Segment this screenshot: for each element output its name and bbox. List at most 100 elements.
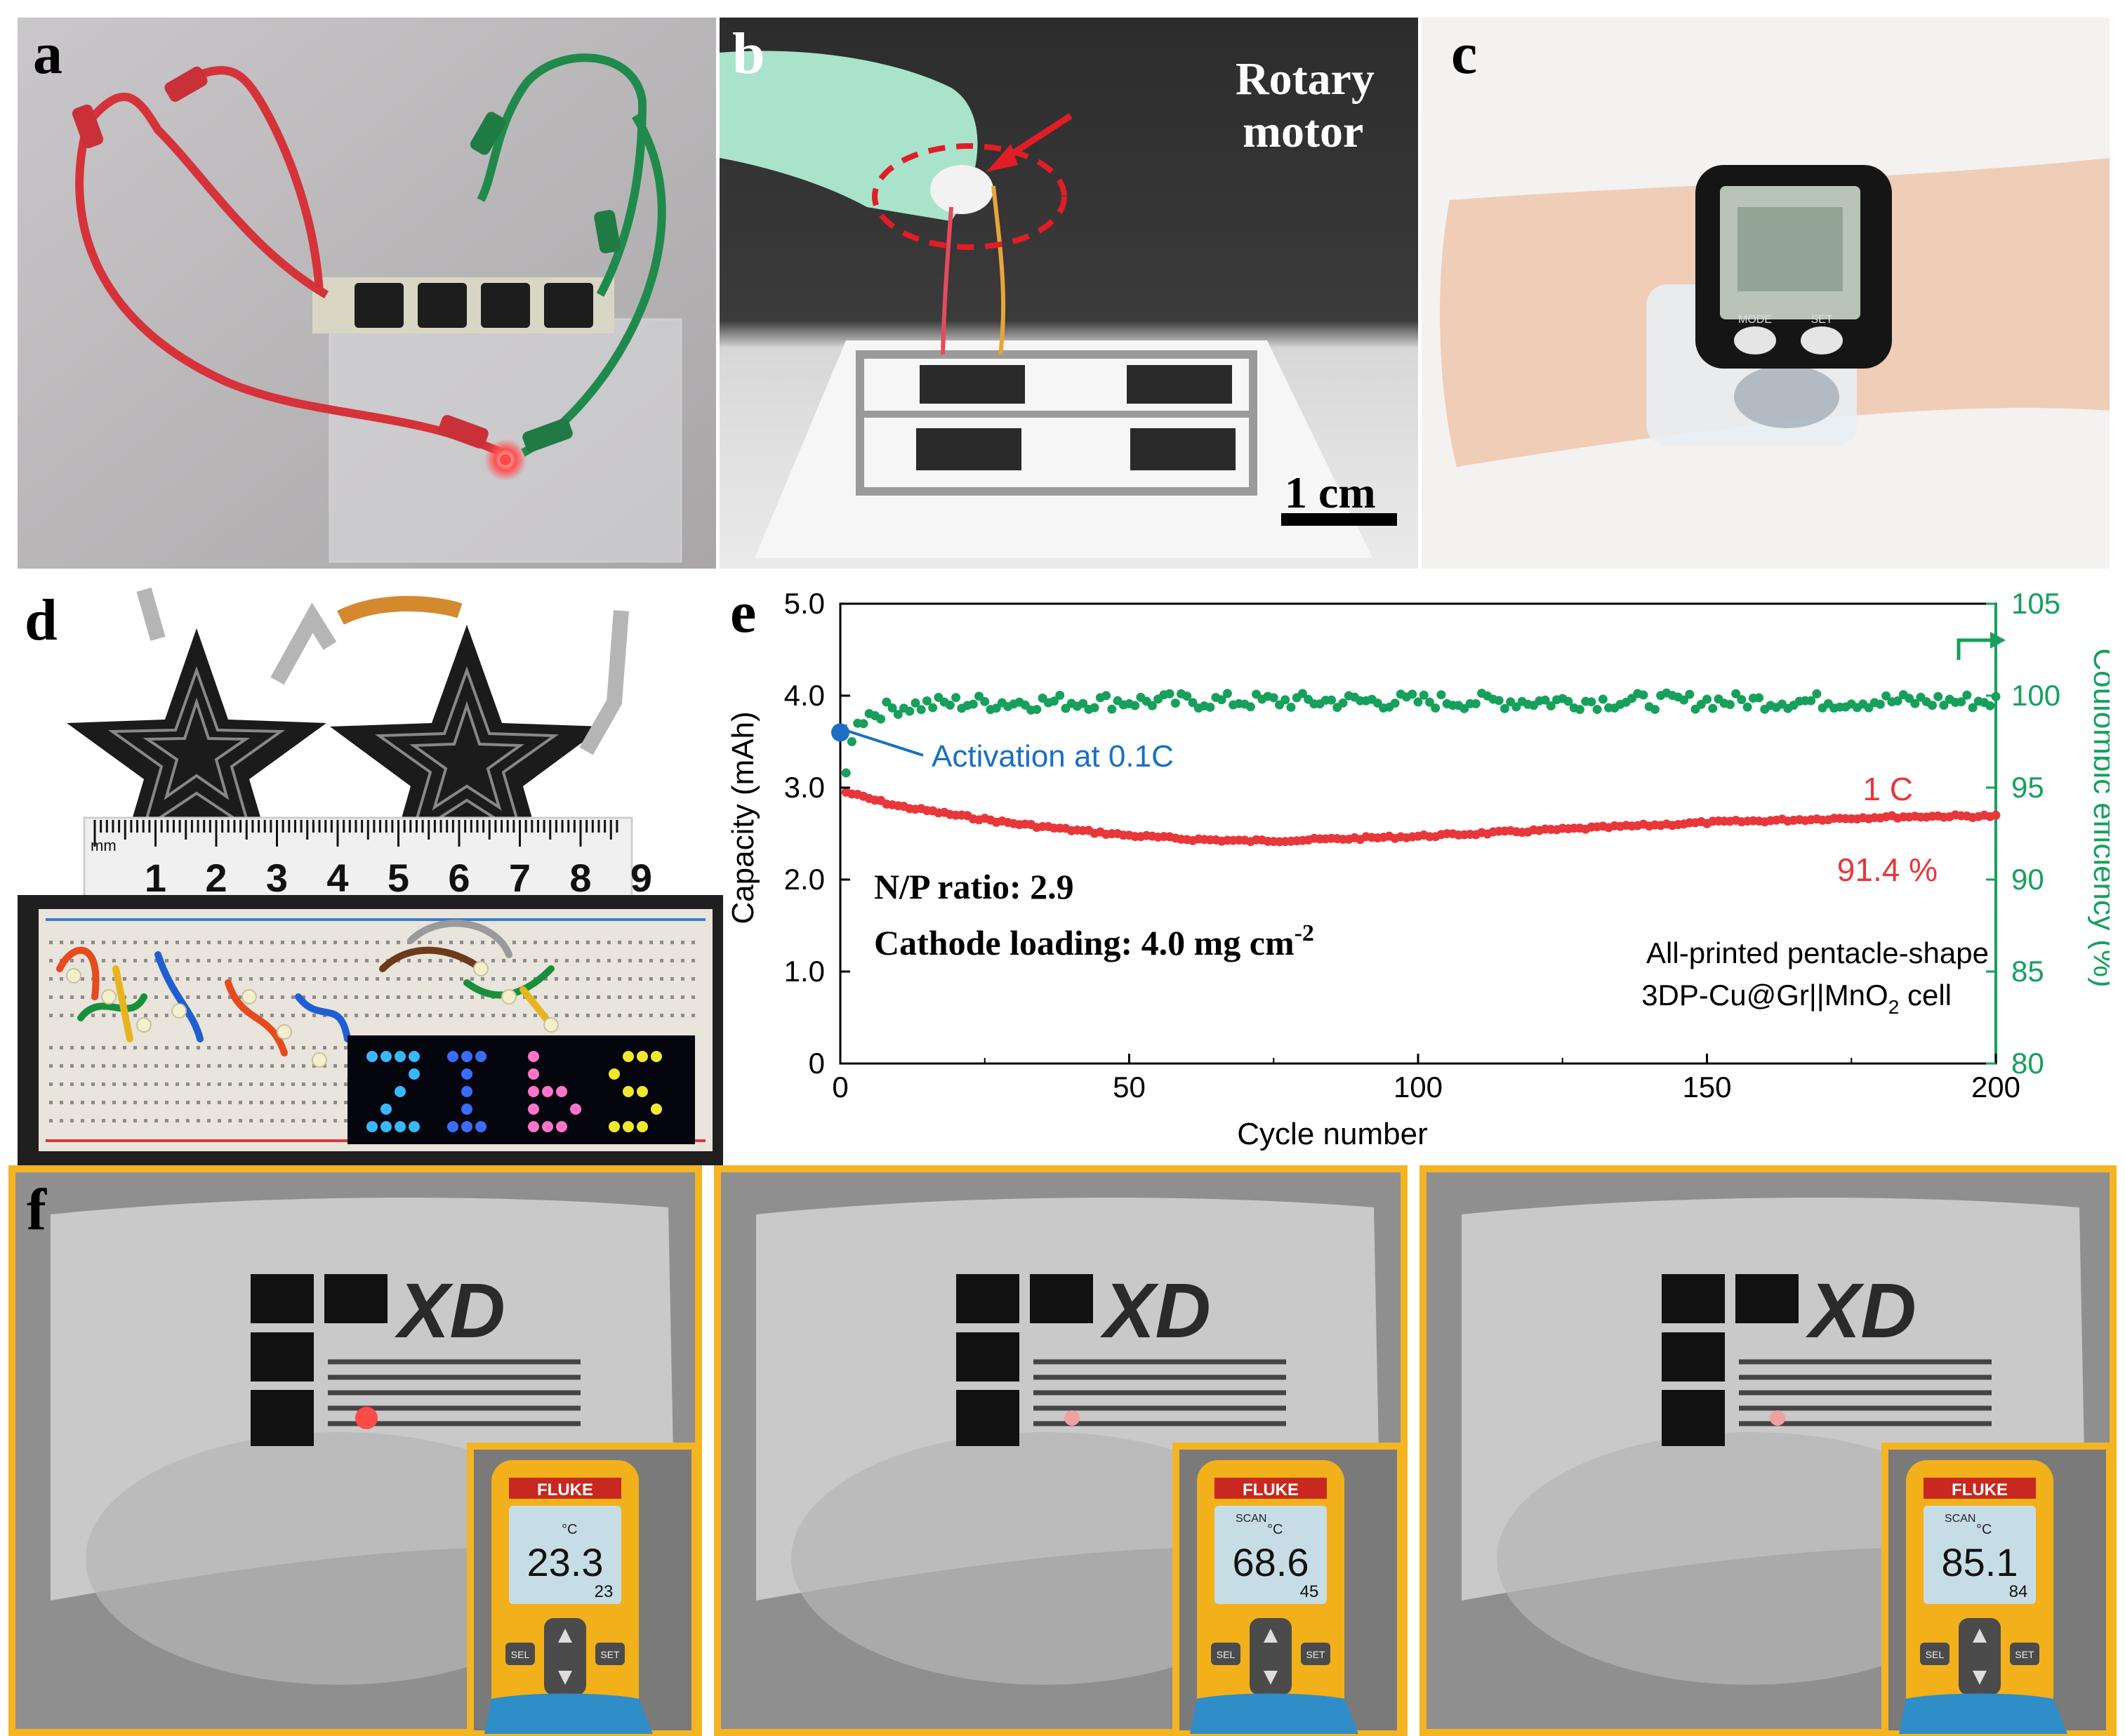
battery-cell bbox=[324, 1274, 388, 1323]
breadboard-hole bbox=[291, 1014, 295, 1017]
efficiency-point bbox=[1500, 703, 1509, 713]
breadboard-hole bbox=[302, 1119, 305, 1122]
breadboard-hole bbox=[249, 1064, 253, 1068]
breadboard-hole bbox=[197, 941, 200, 944]
breadboard-hole bbox=[218, 959, 221, 962]
efficiency-point bbox=[1939, 701, 1949, 710]
efficiency-point bbox=[1165, 689, 1174, 698]
breadboard-hole bbox=[102, 941, 105, 944]
breadboard-hole bbox=[112, 1101, 116, 1104]
breadboard-hole bbox=[270, 1046, 274, 1049]
breadboard-hole bbox=[123, 1119, 126, 1122]
breadboard-hole bbox=[91, 941, 95, 944]
breadboard-hole bbox=[681, 959, 684, 962]
breadboard-hole bbox=[355, 995, 358, 999]
breadboard-hole bbox=[270, 941, 274, 944]
breadboard-hole bbox=[302, 1082, 305, 1086]
set-button bbox=[2010, 1643, 2039, 1665]
brand-band bbox=[509, 1478, 621, 1499]
efficiency-point bbox=[1725, 700, 1735, 710]
breadboard-hole bbox=[249, 1082, 253, 1086]
efficiency-point bbox=[1639, 690, 1648, 700]
efficiency-point bbox=[847, 737, 856, 746]
breadboard-hole bbox=[144, 941, 147, 944]
breadboard-hole bbox=[218, 1119, 221, 1122]
led-dot bbox=[475, 1121, 486, 1132]
up-arrow-icon bbox=[558, 1629, 572, 1643]
breadboard-hole bbox=[660, 1014, 663, 1017]
breadboard-hole bbox=[176, 1101, 179, 1104]
led-dot bbox=[542, 1121, 553, 1132]
breadboard-hole bbox=[639, 995, 642, 999]
breadboard-hole bbox=[649, 995, 653, 999]
breadboard-hole bbox=[70, 1046, 74, 1049]
breadboard-hole bbox=[323, 941, 326, 944]
breadboard-hole bbox=[681, 995, 684, 999]
breadboard-hole bbox=[333, 1046, 337, 1049]
set-label: SET bbox=[2015, 1649, 2034, 1660]
efficiency-point bbox=[1078, 698, 1088, 708]
alligator-clips bbox=[72, 66, 621, 452]
breadboard-hole bbox=[154, 1101, 158, 1104]
gloved-hand bbox=[720, 51, 978, 221]
led-dot bbox=[380, 1121, 392, 1132]
panel-label-f: f bbox=[27, 1177, 46, 1243]
breadboard-hole bbox=[70, 1101, 74, 1104]
ruler-unit: mm bbox=[91, 837, 117, 854]
cell-description-line1: All-printed pentacle-shape bbox=[1646, 936, 1989, 969]
breadboard-hole bbox=[428, 959, 432, 962]
rotary-motor bbox=[930, 165, 993, 214]
breadboard-hole bbox=[218, 977, 221, 981]
breadboard-hole bbox=[555, 1014, 558, 1017]
breadboard-hole bbox=[133, 1046, 137, 1049]
panel-c-photo: MODE SET bbox=[1422, 18, 2110, 569]
breadboard-hole bbox=[312, 1082, 316, 1086]
breadboard-hole bbox=[144, 1046, 147, 1049]
ruler-number: 7 bbox=[509, 856, 531, 900]
capacity-point bbox=[1991, 810, 2001, 820]
breadboard-hole bbox=[176, 1082, 179, 1086]
breadboard-hole bbox=[291, 1101, 295, 1104]
panel-e: 0 50 100 150 200 0 1.0 2.0 3.0 4.0 5.0 80 85 90 95 100 1… bbox=[727, 576, 2110, 1165]
substrate-shadow bbox=[1497, 1432, 2002, 1685]
breadboard-hole bbox=[386, 941, 390, 944]
efficiency-point bbox=[1875, 699, 1885, 709]
breadboard-hole bbox=[270, 1101, 274, 1104]
breadboard-hole bbox=[586, 959, 590, 962]
breadboard-hole bbox=[355, 959, 358, 962]
breadboard-hole bbox=[460, 1014, 463, 1017]
watch-mode-button[interactable] bbox=[1734, 326, 1776, 355]
efficiency-point bbox=[1546, 701, 1556, 711]
efficiency-point bbox=[905, 706, 915, 716]
x-tick-label: 150 bbox=[1682, 1071, 1731, 1104]
breadboard-hole bbox=[586, 1014, 590, 1017]
breadboard-hole bbox=[207, 1014, 211, 1017]
breadboard-hole bbox=[512, 977, 516, 981]
capacity-series bbox=[831, 723, 2001, 847]
breadboard-hole bbox=[260, 1082, 263, 1086]
down-arrow-icon bbox=[558, 1671, 572, 1685]
breadboard-hole bbox=[555, 995, 558, 999]
panel-a-photo bbox=[18, 18, 716, 569]
breadboard-hole bbox=[112, 1064, 116, 1068]
watch-set-button[interactable] bbox=[1801, 326, 1843, 355]
breadboard-hole bbox=[207, 1046, 211, 1049]
breadboard-hole bbox=[144, 977, 147, 981]
breadboard-hole bbox=[333, 1082, 337, 1086]
breadboard-hole bbox=[544, 959, 548, 962]
led-dot bbox=[556, 1121, 567, 1132]
breadboard-hole bbox=[228, 977, 232, 981]
breadboard-hole bbox=[81, 941, 84, 944]
breadboard-hole bbox=[576, 977, 579, 981]
breadboard-hole bbox=[344, 1046, 347, 1049]
breadboard-hole bbox=[597, 959, 600, 962]
breadboard-hole bbox=[460, 977, 463, 981]
led-dot bbox=[395, 1051, 406, 1062]
ruler-number: 1 bbox=[145, 856, 166, 900]
breadboard-hole bbox=[81, 1082, 84, 1086]
breadboard-hole bbox=[302, 959, 305, 962]
efficiency-point bbox=[1032, 705, 1042, 715]
breadboard-hole bbox=[49, 977, 53, 981]
breadboard-hole bbox=[312, 1014, 316, 1017]
led-dot bbox=[447, 1051, 458, 1062]
